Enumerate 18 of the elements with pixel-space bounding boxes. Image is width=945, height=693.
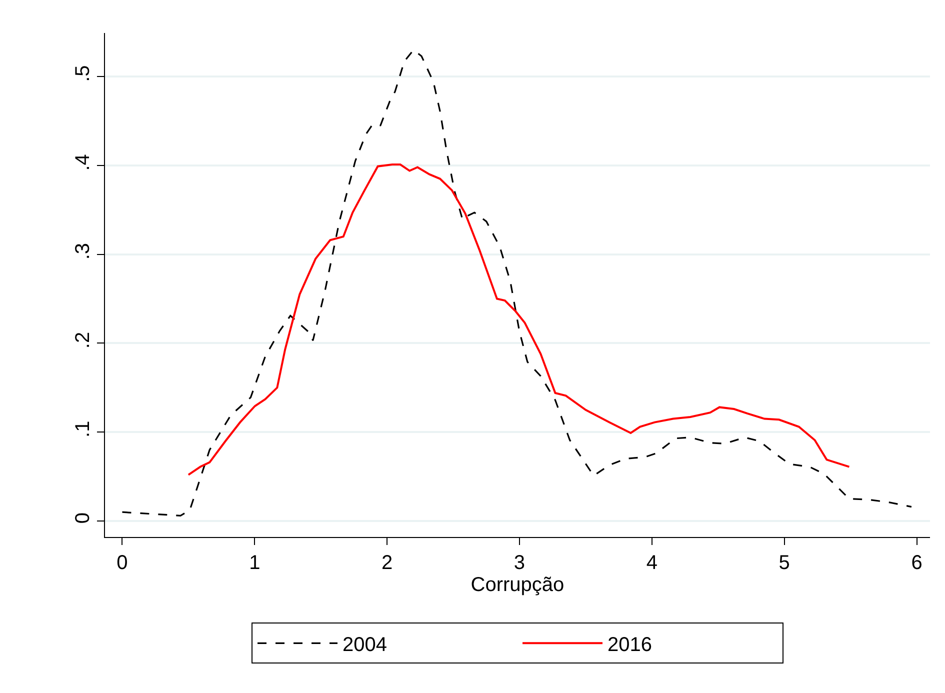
x-tick-label: 2 xyxy=(381,552,393,574)
x-tick-label: 4 xyxy=(646,552,658,574)
x-tick-label: 0 xyxy=(116,552,128,574)
x-tick-label: 6 xyxy=(911,552,922,574)
line-series xyxy=(121,49,912,516)
legend-label: 2004 xyxy=(342,634,387,656)
y-tick-label: .5 xyxy=(72,65,94,82)
x-tick-label: 5 xyxy=(778,552,790,574)
y-tick-label: .3 xyxy=(72,242,94,260)
x-tick-label: 1 xyxy=(249,552,260,574)
x-axis-title: Corrupção xyxy=(470,574,564,596)
y-tick-label: .1 xyxy=(72,420,94,438)
line-series xyxy=(187,164,850,476)
x-tick-label: 3 xyxy=(514,552,526,574)
legend-label: 2016 xyxy=(608,634,652,656)
y-tick-label: .2 xyxy=(72,332,94,349)
y-tick-label: .4 xyxy=(72,154,94,171)
y-tick-label: 0 xyxy=(72,512,94,524)
